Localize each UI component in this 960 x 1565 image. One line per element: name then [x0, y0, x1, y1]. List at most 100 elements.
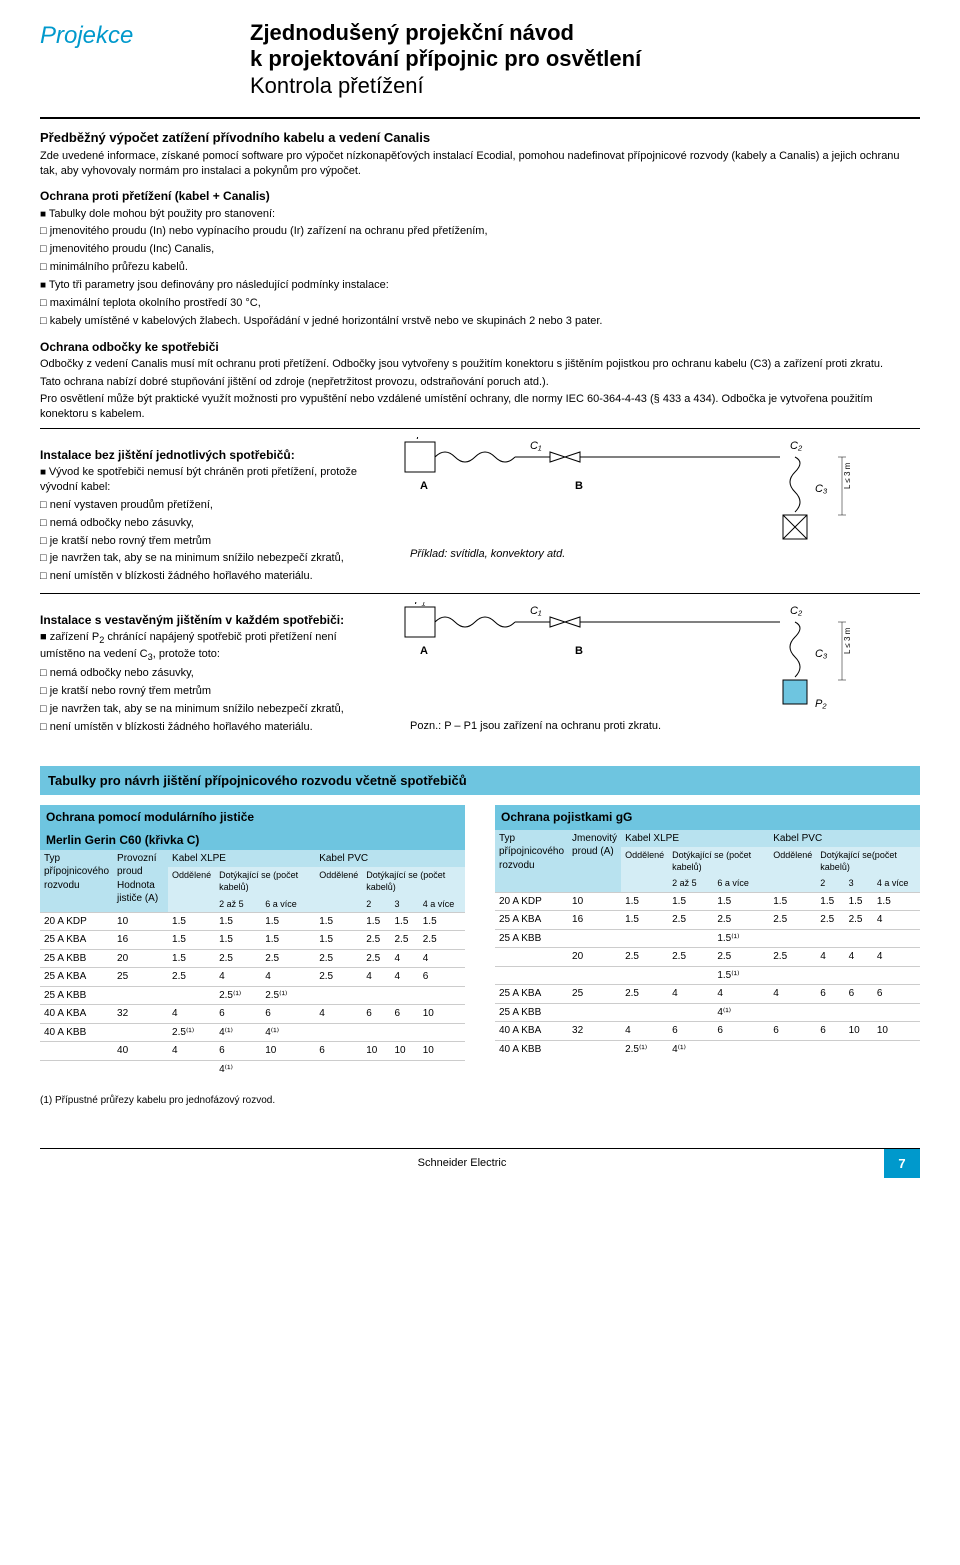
- sec2-item1: jmenovitého proudu (In) nebo vypínacího …: [40, 224, 920, 239]
- table-row: 25 A KBB4⁽¹⁾: [495, 1003, 920, 1022]
- table-cell: 25: [113, 968, 168, 987]
- th-25: 2 až 5: [668, 875, 713, 892]
- table-cell: 6: [816, 1022, 844, 1041]
- table-cell: 2.5⁽¹⁾: [215, 986, 261, 1005]
- table-cell: [568, 929, 621, 948]
- table-cell: 4: [391, 968, 419, 987]
- table-right: Ochrana pojistkami gG Typ přípojnicového…: [495, 805, 920, 1078]
- section-label: Projekce: [40, 20, 250, 52]
- table-row: 40 A KBA3246646610: [40, 1005, 465, 1024]
- table-cell: 4: [168, 1005, 215, 1024]
- page-footer: Schneider Electric 7: [40, 1148, 920, 1179]
- table-cell: 32: [568, 1022, 621, 1041]
- table-cell: [873, 1040, 920, 1058]
- table-cell: 4: [816, 948, 844, 967]
- sec1-text: Zde uvedené informace, získané pomocí so…: [40, 149, 920, 179]
- table-cell: 16: [113, 931, 168, 950]
- table-cell: [769, 929, 816, 948]
- table-cell: 6: [215, 1005, 261, 1024]
- footnote: (1) Přípustné průřezy kabelu pro jednofá…: [40, 1094, 920, 1108]
- table-cell: 6: [315, 1042, 362, 1061]
- th-xlpe: Kabel XLPE: [168, 850, 315, 868]
- table-cell: [845, 929, 873, 948]
- table-cell: 2.5⁽¹⁾: [168, 1023, 215, 1042]
- tableR-grid: Typ přípojnicového rozvodu Jmenovitý pro…: [495, 830, 920, 1058]
- table-cell: [816, 966, 844, 985]
- tableL-grid: Typ přípojnicového rozvodu Provozní prou…: [40, 850, 465, 1078]
- th-odd: Oddělené: [621, 847, 668, 892]
- svg-text:B: B: [575, 645, 583, 657]
- sec3-p2: Tato ochrana nabízí dobré stupňování jiš…: [40, 375, 920, 390]
- th-typ: Typ přípojnicového rozvodu: [495, 830, 568, 892]
- table-cell: 2.5: [391, 931, 419, 950]
- table-cell: 2.5: [713, 948, 769, 967]
- table-cell: 4: [769, 985, 816, 1004]
- table-cell: [495, 966, 568, 985]
- table-cell: 2.5: [621, 985, 668, 1004]
- th-prov: Provozní proud Hodnota jističe (A): [113, 850, 168, 912]
- table-cell: 25 A KBA: [495, 911, 568, 930]
- inst1-diagram: P C₁ A B C₂ C₃ L ≤ 3 m Příklad: svítidla…: [400, 437, 920, 557]
- table-cell: [391, 1023, 419, 1042]
- table-cell: [816, 1040, 844, 1058]
- table-cell: 2.5⁽¹⁾: [621, 1040, 668, 1058]
- table-cell: 1.5: [845, 892, 873, 911]
- table-cell: 10: [419, 1042, 465, 1061]
- th-odd2: Oddělené: [315, 867, 362, 912]
- table-row: 4046106101010: [40, 1042, 465, 1061]
- table-cell: [568, 1003, 621, 1022]
- sec2-item4: maximální teplota okolního prostředí 30 …: [40, 296, 920, 311]
- table-cell: 20: [113, 949, 168, 968]
- table-cell: 1.5: [668, 892, 713, 911]
- svg-text:L ≤ 3 m: L ≤ 3 m: [843, 462, 852, 489]
- table-cell: [40, 1042, 113, 1061]
- table-cell: [391, 1060, 419, 1078]
- th-dot: Dotýkající se (počet kabelů): [668, 847, 769, 875]
- sec2-item3: minimálního průřezu kabelů.: [40, 260, 920, 275]
- table-cell: 25 A KBA: [40, 968, 113, 987]
- svg-text:C₁: C₁: [530, 440, 542, 452]
- table-cell: 1.5: [769, 892, 816, 911]
- th-pvc: Kabel PVC: [315, 850, 465, 868]
- table-cell: 10: [391, 1042, 419, 1061]
- table-cell: [315, 1023, 362, 1042]
- inst2-caption: Pozn.: P – P1 jsou zařízení na ochranu p…: [410, 719, 920, 734]
- table-cell: 2.5: [419, 931, 465, 950]
- table-cell: 10: [362, 1042, 390, 1061]
- sec1-heading: Předběžný výpočet zatížení přívodního ka…: [40, 129, 920, 147]
- table-cell: 4: [168, 1042, 215, 1061]
- title-line1: Zjednodušený projekční návod: [250, 20, 920, 46]
- inst1-x5: není umístěn v blízkosti žádného hořlavé…: [40, 569, 380, 584]
- table-cell: 10: [873, 1022, 920, 1041]
- table-cell: [845, 966, 873, 985]
- th-2: 2: [816, 875, 844, 892]
- table-cell: 6: [362, 1005, 390, 1024]
- table-cell: 4: [621, 1022, 668, 1041]
- table-cell: [391, 986, 419, 1005]
- table-cell: [315, 986, 362, 1005]
- table-cell: 6: [816, 985, 844, 1004]
- table-cell: 6: [845, 985, 873, 1004]
- divider-thin: [40, 593, 920, 594]
- table-row: 202.52.52.52.5444: [495, 948, 920, 967]
- table-cell: [668, 966, 713, 985]
- table-cell: 6: [419, 968, 465, 987]
- table-cell: 2.5⁽¹⁾: [261, 986, 315, 1005]
- inst1-x3: je kratší nebo rovný třem metrům: [40, 534, 380, 549]
- table-cell: 4: [713, 985, 769, 1004]
- table-cell: 25 A KBB: [495, 1003, 568, 1022]
- th-odd: Oddělené: [168, 867, 215, 912]
- sec2-bullet1: Tabulky dole mohou být použity pro stano…: [40, 207, 920, 222]
- table-row: 25 A KBB201.52.52.52.52.544: [40, 949, 465, 968]
- table-cell: 2.5: [816, 911, 844, 930]
- table-cell: [845, 1003, 873, 1022]
- table-row: 40 A KBB2.5⁽¹⁾4⁽¹⁾: [495, 1040, 920, 1058]
- table-cell: [769, 966, 816, 985]
- th-4v: 4 a více: [873, 875, 920, 892]
- svg-text:B: B: [575, 480, 583, 492]
- table-cell: 2.5: [261, 949, 315, 968]
- table-cell: [873, 966, 920, 985]
- th-typ: Typ přípojnicového rozvodu: [40, 850, 113, 912]
- table-cell: 6: [261, 1005, 315, 1024]
- table-cell: [873, 1003, 920, 1022]
